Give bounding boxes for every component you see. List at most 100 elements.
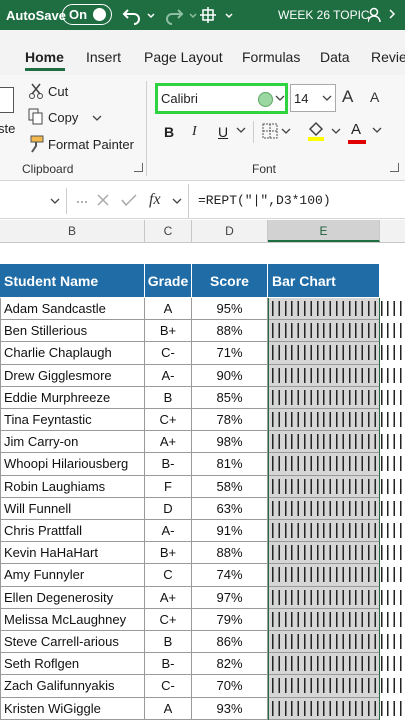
table-cell[interactable]: 95% <box>192 298 268 321</box>
table-cell[interactable]: B- <box>145 653 192 676</box>
table-cell[interactable]: 88% <box>192 320 268 343</box>
table-cell[interactable]: Ellen Degenerosity <box>0 586 145 609</box>
undo-icon[interactable] <box>122 9 140 25</box>
table-cell[interactable]: A- <box>145 520 192 543</box>
table-cell[interactable]: 97% <box>192 586 268 609</box>
fill-color-button[interactable] <box>306 121 346 143</box>
ribbon-tab[interactable]: Page Layout <box>144 49 223 65</box>
redo-icon[interactable] <box>166 9 184 25</box>
table-cell[interactable]: 91% <box>192 520 268 543</box>
table-cell[interactable]: C+ <box>145 409 192 432</box>
table-cell[interactable]: Adam Sandcastle <box>0 298 145 321</box>
redo-dropdown[interactable] <box>189 13 197 19</box>
borders-icon[interactable] <box>200 7 216 23</box>
table-cell[interactable]: 82% <box>192 653 268 676</box>
table-cell[interactable]: Chris Prattfall <box>0 520 145 543</box>
table-cell[interactable]: 90% <box>192 364 268 387</box>
table-cell[interactable]: 98% <box>192 431 268 454</box>
table-cell[interactable]: 88% <box>192 542 268 565</box>
table-cell[interactable]: Whoopi Hilariousberg <box>0 453 145 476</box>
table-cell[interactable]: A+ <box>145 586 192 609</box>
cut-button[interactable]: Cut <box>48 84 69 99</box>
ribbon-tab[interactable]: Formulas <box>242 49 301 65</box>
table-cell[interactable]: Melissa McLaughney <box>0 608 145 631</box>
header-cell[interactable]: Student Name <box>0 264 145 298</box>
ribbon-tab[interactable]: Data <box>320 49 350 65</box>
table-cell[interactable]: B- <box>145 453 192 476</box>
table-cell[interactable]: 71% <box>192 342 268 365</box>
column-header[interactable]: B <box>0 220 145 242</box>
table-cell[interactable]: Steve Carrell-arious <box>0 631 145 654</box>
paste-icon[interactable] <box>0 87 14 113</box>
table-cell[interactable]: 93% <box>192 697 268 720</box>
font-launcher[interactable] <box>390 163 399 172</box>
table-cell[interactable]: Amy Funnyler <box>0 564 145 587</box>
table-cell[interactable]: A <box>145 298 192 321</box>
autosave-toggle[interactable]: On <box>62 4 112 25</box>
shrink-font-button[interactable]: A <box>370 89 380 105</box>
table-cell[interactable]: 79% <box>192 608 268 631</box>
table-cell[interactable]: D <box>145 497 192 520</box>
name-box[interactable] <box>0 188 67 214</box>
table-cell[interactable]: Tina Feyntastic <box>0 409 145 432</box>
table-cell[interactable]: Charlie Chaplaugh <box>0 342 145 365</box>
format-painter-button[interactable]: Format Painter <box>48 137 134 152</box>
bold-button[interactable]: B <box>164 124 175 140</box>
table-cell[interactable]: Eddie Murphreeze <box>0 386 145 409</box>
insert-function-button[interactable]: fx <box>149 191 161 208</box>
clipboard-launcher[interactable] <box>134 163 143 172</box>
borders-button[interactable] <box>262 123 292 141</box>
header-cell[interactable]: Grade <box>145 264 192 298</box>
column-header[interactable]: E <box>268 220 380 242</box>
table-cell[interactable]: 58% <box>192 475 268 498</box>
table-cell[interactable]: Ben Stillerious <box>0 320 145 343</box>
table-cell[interactable]: C <box>145 564 192 587</box>
column-header[interactable]: C <box>145 220 192 242</box>
table-cell[interactable]: C- <box>145 675 192 698</box>
header-cell[interactable]: Bar Chart <box>268 264 380 298</box>
qat-dropdown[interactable] <box>225 13 233 19</box>
table-cell[interactable]: Robin Laughiams <box>0 475 145 498</box>
font-color-button[interactable]: A <box>348 121 368 145</box>
ribbon-tab[interactable]: Home <box>25 49 64 65</box>
table-cell[interactable]: B+ <box>145 542 192 565</box>
table-cell[interactable]: B+ <box>145 320 192 343</box>
table-cell[interactable]: Seth Roflgen <box>0 653 145 676</box>
table-cell[interactable]: 70% <box>192 675 268 698</box>
share-icon[interactable] <box>368 6 404 24</box>
ribbon-tab[interactable]: Review <box>371 49 405 65</box>
table-cell[interactable]: A <box>145 697 192 720</box>
font-name-box[interactable]: Calibri <box>155 83 288 114</box>
table-cell[interactable]: Drew Gigglesmore <box>0 364 145 387</box>
table-cell[interactable]: 74% <box>192 564 268 587</box>
table-cell[interactable]: B <box>145 631 192 654</box>
table-cell[interactable]: B <box>145 386 192 409</box>
font-color-dropdown[interactable] <box>372 127 382 135</box>
table-cell[interactable]: Kristen WiGiggle <box>0 697 145 720</box>
table-cell[interactable]: A+ <box>145 431 192 454</box>
copy-button[interactable]: Copy <box>48 110 79 125</box>
grow-font-button[interactable]: A <box>342 87 354 106</box>
ribbon-tab[interactable]: Insert <box>86 49 122 65</box>
table-cell[interactable]: Will Funnell <box>0 497 145 520</box>
header-cell[interactable]: Score <box>192 264 268 298</box>
table-cell[interactable]: F <box>145 475 192 498</box>
table-cell[interactable]: Kevin HaHaHart <box>0 542 145 565</box>
table-cell[interactable]: 85% <box>192 386 268 409</box>
table-cell[interactable]: 86% <box>192 631 268 654</box>
table-cell[interactable]: A- <box>145 364 192 387</box>
copy-dropdown[interactable] <box>92 115 102 123</box>
font-size-box[interactable]: 14 <box>290 84 336 112</box>
table-cell[interactable]: 81% <box>192 453 268 476</box>
table-cell[interactable]: 63% <box>192 497 268 520</box>
italic-button[interactable]: I <box>192 124 197 139</box>
cancel-enter-icons[interactable] <box>96 193 140 209</box>
underline-button[interactable]: U <box>218 124 229 140</box>
table-cell[interactable]: C- <box>145 342 192 365</box>
paste-label[interactable]: ste <box>0 121 16 136</box>
undo-dropdown[interactable] <box>147 13 155 19</box>
table-cell[interactable]: 78% <box>192 409 268 432</box>
formula-text[interactable]: =REPT("|",D3*100) <box>198 193 331 208</box>
table-cell[interactable]: C+ <box>145 608 192 631</box>
table-cell[interactable]: Zach Galifunnyakis <box>0 675 145 698</box>
